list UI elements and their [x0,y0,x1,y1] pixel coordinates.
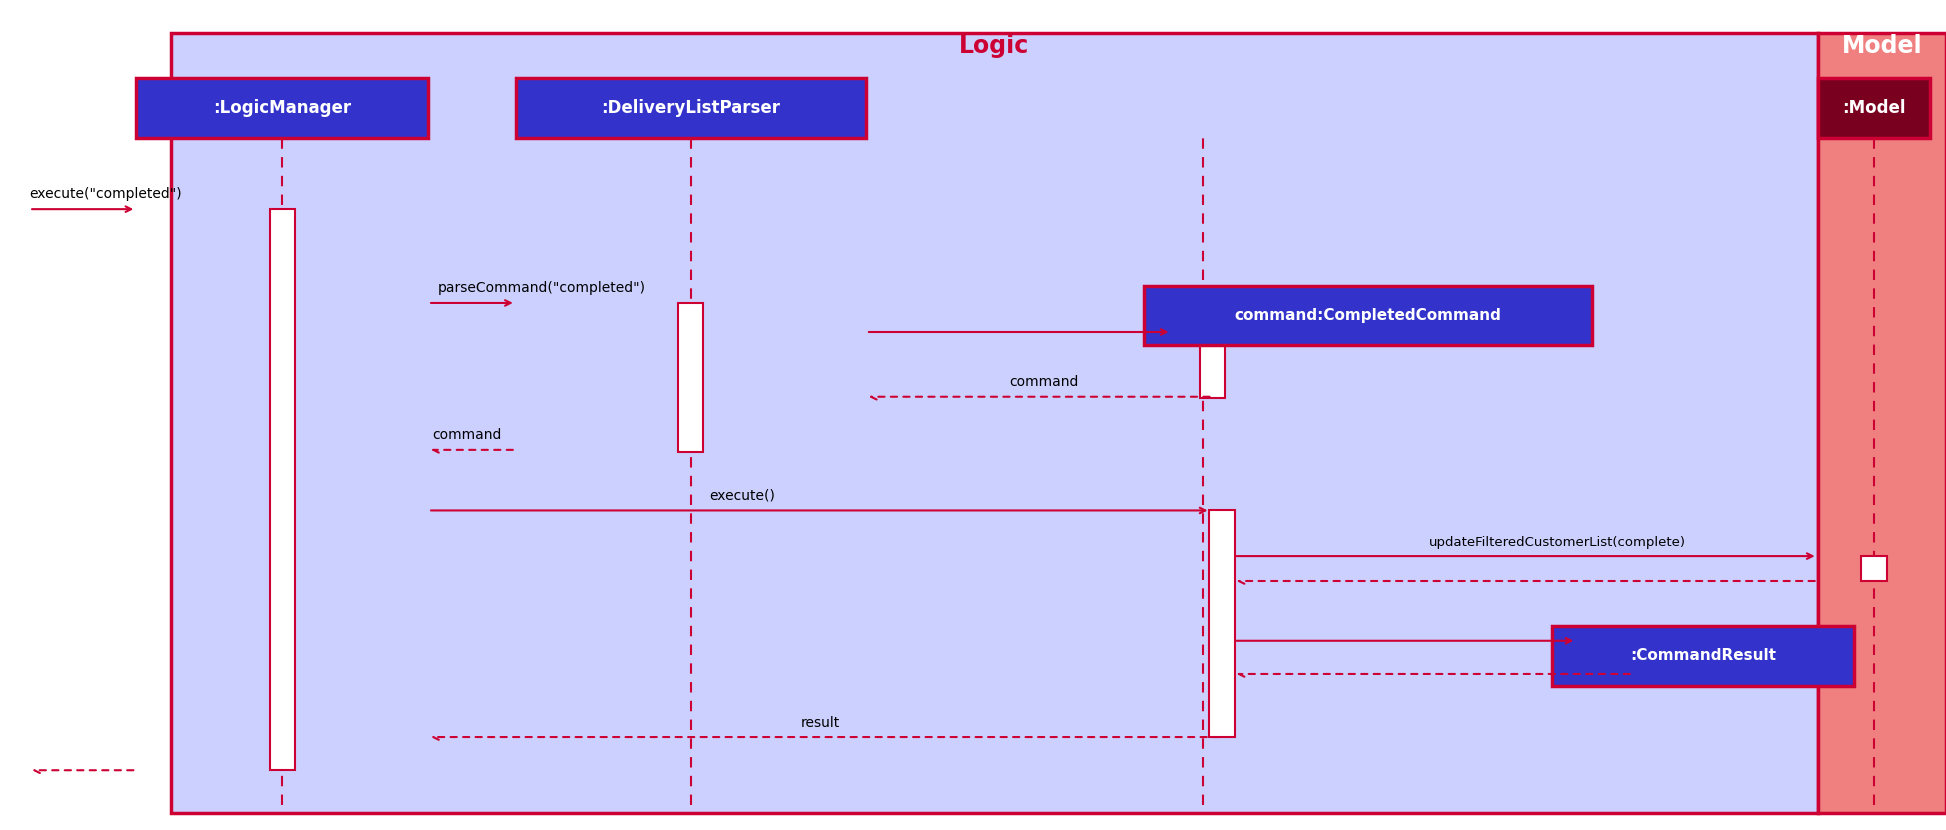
Text: command:CompletedCommand: command:CompletedCommand [1234,308,1502,323]
Text: :Model: :Model [1843,99,1905,117]
Text: execute("completed"): execute("completed") [29,187,181,201]
Bar [677,303,704,452]
Text: :DeliveryListParser: :DeliveryListParser [601,99,780,117]
Bar [136,78,428,138]
Bar [269,209,296,770]
Bar [516,78,866,138]
Bar [1860,556,1888,581]
Text: command: command [1010,375,1078,389]
Text: updateFilteredCustomerList(complete): updateFilteredCustomerList(complete) [1428,535,1687,549]
Text: parseCommand("completed"): parseCommand("completed") [438,281,646,295]
Bar [1199,332,1226,398]
Text: Model: Model [1841,34,1923,57]
Bar [1553,626,1853,686]
Bar [1818,33,1946,813]
Text: execute(): execute() [710,489,775,503]
Text: :CommandResult: :CommandResult [1629,648,1777,663]
Text: :LogicManager: :LogicManager [214,99,350,117]
Text: command: command [432,428,502,442]
Bar [1210,510,1236,737]
Bar [1818,78,1930,138]
Bar [1631,641,1658,674]
Bar [1144,286,1592,345]
Text: result: result [800,715,841,730]
Text: Logic: Logic [959,34,1029,57]
Bar [171,33,1818,813]
